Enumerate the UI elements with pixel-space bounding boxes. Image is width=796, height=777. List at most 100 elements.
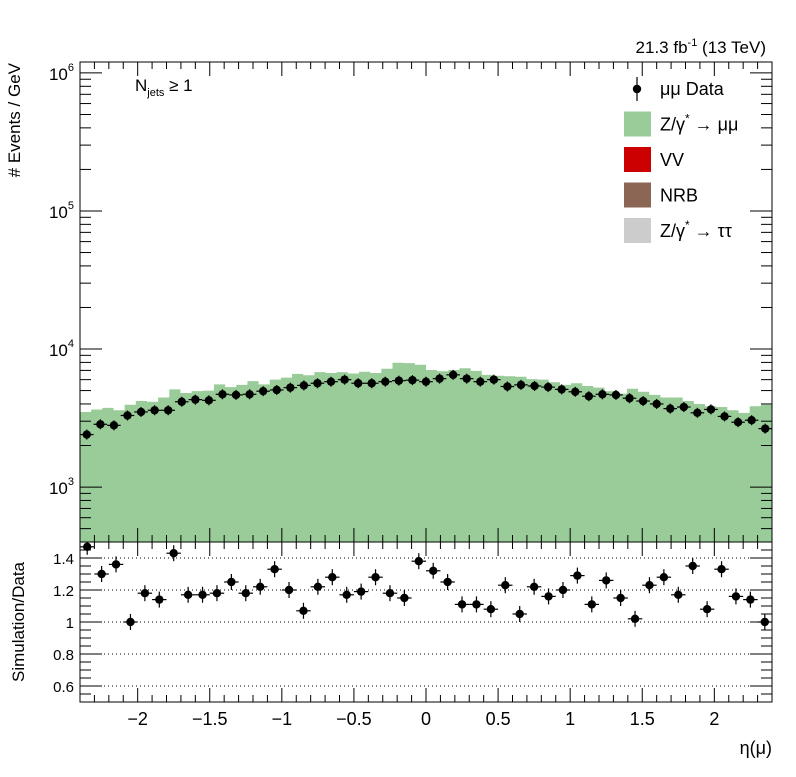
legend-swatch xyxy=(624,218,651,243)
ratio-point xyxy=(472,600,481,609)
data-point xyxy=(761,424,770,433)
ratio-point xyxy=(457,600,467,609)
ratio-point xyxy=(140,589,150,598)
data-point xyxy=(150,406,159,415)
data-point xyxy=(476,377,485,386)
ratio-y-tick-label: 1 xyxy=(66,615,74,632)
ratio-point xyxy=(299,606,308,615)
ratio-point xyxy=(313,582,323,591)
legend-swatch xyxy=(624,182,651,208)
ratio-point xyxy=(702,605,712,614)
main-y-axis-label: # Events / GeV xyxy=(5,62,24,177)
legend-label: VV xyxy=(660,150,684,170)
ratio-point xyxy=(573,571,582,580)
ratio-point xyxy=(515,609,524,619)
data-point xyxy=(706,405,716,414)
data-point xyxy=(720,412,729,421)
data-point xyxy=(245,390,254,399)
data-point xyxy=(136,407,146,417)
ratio-point xyxy=(83,542,92,551)
ratio-point xyxy=(630,614,640,623)
legend-item-zmm: Z/γ* → μμ xyxy=(624,111,738,137)
data-point xyxy=(638,396,648,406)
ratio-point xyxy=(241,589,250,598)
x-axis-label: η(μ) xyxy=(740,738,772,758)
ratio-point xyxy=(284,585,294,595)
x-tick-label: 2 xyxy=(709,709,719,729)
ratio-point xyxy=(602,576,611,585)
ratio-point xyxy=(400,593,409,603)
ratio-grid xyxy=(80,557,772,687)
data-point xyxy=(163,406,173,415)
ratio-point xyxy=(746,595,755,604)
x-tick-label: 1.5 xyxy=(630,709,655,729)
ratio-plot-frame xyxy=(79,541,773,703)
legend: μμ Data Z/γ* → μμ VV NRB Z/γ* → ττ xyxy=(624,77,738,243)
ratio-point xyxy=(270,565,279,574)
legend-label: μμ Data xyxy=(660,79,725,99)
data-point xyxy=(679,402,689,412)
x-tick-label: −1.5 xyxy=(192,709,228,729)
ratio-point xyxy=(256,582,265,591)
data-point xyxy=(394,376,404,385)
ratio-point xyxy=(587,600,596,609)
ratio-point xyxy=(558,585,568,595)
ratio-point xyxy=(486,605,496,614)
data-point xyxy=(489,375,499,384)
ratio-point xyxy=(169,549,178,558)
data-point xyxy=(693,408,702,418)
data-point xyxy=(571,387,580,396)
ratio-point xyxy=(342,590,351,599)
ratio-point xyxy=(544,592,553,601)
legend-label: NRB xyxy=(660,186,698,206)
ratio-point xyxy=(97,569,106,579)
legend-label: Z/γ* → ττ xyxy=(660,218,732,241)
ratio-point xyxy=(717,565,726,574)
main-axes: 103 104 105 106 xyxy=(49,62,773,543)
ratio-y-tick-label: 0.8 xyxy=(53,647,74,664)
ratio-point xyxy=(501,581,510,590)
data-point xyxy=(123,411,132,420)
data-point xyxy=(367,379,376,388)
data-point xyxy=(191,395,200,404)
ratio-y-tick-label: 0.6 xyxy=(53,679,74,696)
ratio-point xyxy=(371,573,380,582)
main-y-tick-label: 105 xyxy=(49,200,74,222)
data-point xyxy=(258,386,268,396)
ratio-point xyxy=(155,595,164,604)
data-point xyxy=(218,390,227,399)
ratio-point xyxy=(674,590,683,599)
ratio-point xyxy=(198,590,207,599)
data-point xyxy=(448,370,458,380)
data-point xyxy=(340,375,349,384)
x-tick-label: 0.5 xyxy=(486,709,511,729)
ratio-point xyxy=(688,561,697,571)
data-point xyxy=(82,430,91,439)
ratio-point xyxy=(659,573,669,582)
main-y-tick-label: 103 xyxy=(49,476,74,498)
x-tick-label: −2 xyxy=(127,709,148,729)
legend-marker-point xyxy=(632,84,642,94)
ratio-y-tick-label: 1.4 xyxy=(53,551,74,568)
data-point xyxy=(421,377,431,386)
x-tick-label: −0.5 xyxy=(336,709,372,729)
data-point xyxy=(543,382,553,392)
data-point xyxy=(408,375,417,385)
jets-annotation: Njets ≥ 1 xyxy=(135,76,193,99)
data-point xyxy=(584,392,594,401)
data-point xyxy=(611,390,621,400)
ratio-point xyxy=(414,557,423,566)
data-point xyxy=(299,381,309,390)
luminosity-label: 21.3 fb-1 (13 TeV) xyxy=(636,37,766,57)
data-point xyxy=(462,374,471,383)
data-point xyxy=(652,399,661,409)
ratio-point xyxy=(356,587,366,596)
ratio-point xyxy=(126,617,135,627)
ratio-point xyxy=(212,589,222,598)
zmumu-histogram xyxy=(80,362,772,542)
ratio-point xyxy=(183,590,193,599)
data-point xyxy=(733,418,743,427)
data-point xyxy=(598,390,607,399)
data-point xyxy=(381,377,390,386)
data-point xyxy=(557,385,566,394)
